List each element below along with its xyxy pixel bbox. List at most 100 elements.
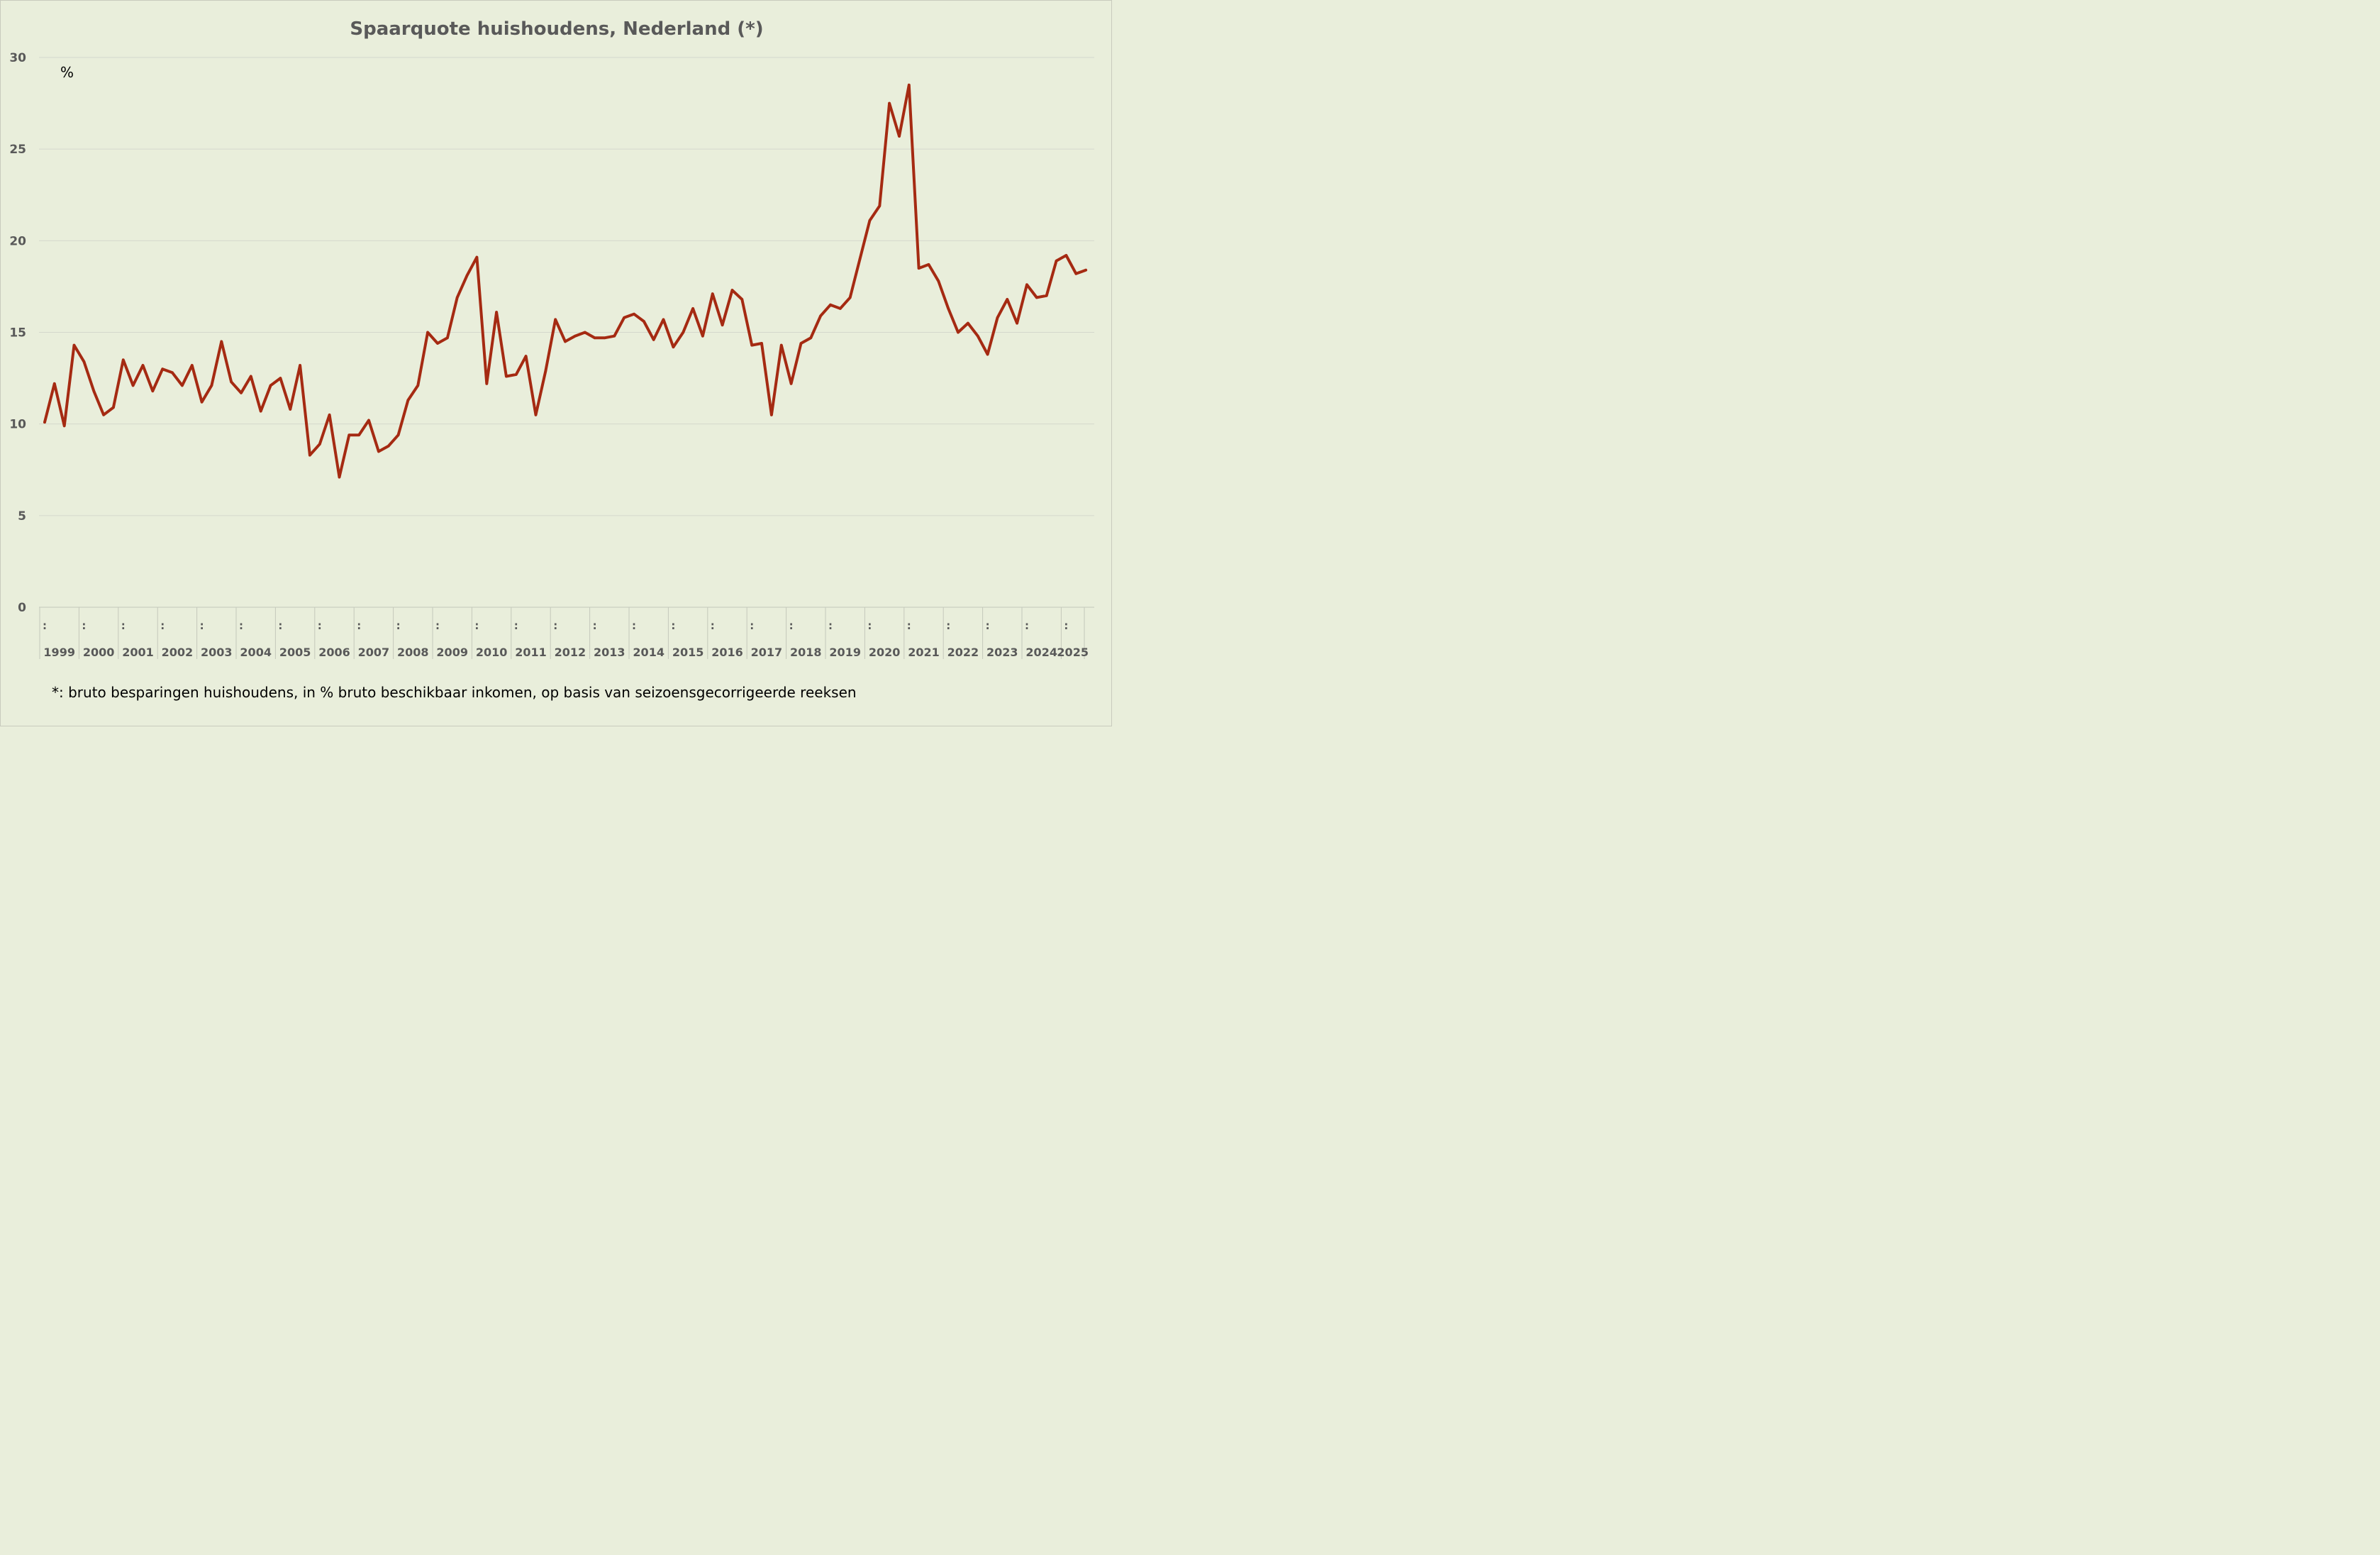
data-point xyxy=(269,384,272,387)
data-point xyxy=(799,342,803,345)
data-point xyxy=(151,389,155,392)
x-tick-label: 2023 xyxy=(986,646,1018,659)
data-point xyxy=(62,424,66,428)
data-point xyxy=(406,399,410,402)
data-point xyxy=(633,312,635,316)
series-layer xyxy=(43,83,1088,479)
y-tick-label: 25 xyxy=(9,143,26,157)
y-axis-unit-label: % xyxy=(60,64,74,81)
x-period-marker: : xyxy=(946,619,950,632)
x-period-marker: : xyxy=(671,619,675,632)
data-point xyxy=(672,345,675,349)
footnote: *: bruto besparingen huishoudens, in % b… xyxy=(52,684,857,701)
x-tick-label: 2022 xyxy=(947,646,979,659)
data-point xyxy=(809,336,813,340)
data-point xyxy=(161,367,164,370)
data-point xyxy=(986,353,989,356)
data-point xyxy=(839,307,842,310)
data-point xyxy=(181,384,184,387)
data-point xyxy=(43,421,46,424)
data-point xyxy=(446,336,449,340)
data-point xyxy=(780,343,783,347)
data-point xyxy=(898,135,901,138)
data-point xyxy=(495,311,498,314)
y-tick-label: 15 xyxy=(9,326,26,341)
x-period-marker: : xyxy=(160,619,165,632)
x-period-marker: : xyxy=(1064,619,1068,632)
data-point xyxy=(544,370,547,372)
data-point xyxy=(210,384,213,387)
data-point xyxy=(72,343,76,347)
data-point xyxy=(760,342,763,345)
data-point xyxy=(338,475,341,479)
data-point xyxy=(289,408,292,411)
data-point xyxy=(603,336,606,340)
x-tick-label: 2008 xyxy=(397,646,429,659)
x-period-marker: : xyxy=(318,619,322,632)
series-line xyxy=(43,83,1088,479)
x-tick-label: 2021 xyxy=(908,646,940,659)
data-point xyxy=(515,373,518,376)
x-period-marker: : xyxy=(43,619,47,632)
x-period-marker: : xyxy=(239,619,243,632)
x-period-marker: : xyxy=(357,619,361,632)
data-point xyxy=(554,318,557,321)
data-point xyxy=(1084,268,1087,272)
x-period-marker: : xyxy=(474,619,479,632)
data-point xyxy=(436,342,439,345)
y-axis-tick-labels: 0 5 10 15 20 25 30 xyxy=(9,51,26,615)
x-period-marker: : xyxy=(632,619,636,632)
x-tick-label: 2020 xyxy=(869,646,901,659)
x-period-marker: : xyxy=(121,619,126,632)
data-point xyxy=(102,414,105,416)
data-point xyxy=(643,320,645,323)
x-tick-label: 2010 xyxy=(476,646,508,659)
x-period-marker: : xyxy=(514,619,518,632)
y-tick-label: 5 xyxy=(18,509,26,524)
data-point xyxy=(171,371,174,375)
data-point xyxy=(957,331,960,334)
data-point xyxy=(191,364,194,367)
x-axis: : 1999: 2000: 2001: 2002: 2003: 2004: 2005: 2006… xyxy=(39,607,1089,659)
x-period-marker: : xyxy=(200,619,204,632)
data-point xyxy=(1074,272,1078,275)
data-point xyxy=(682,331,685,334)
data-point xyxy=(750,343,753,347)
data-point xyxy=(770,414,773,416)
data-point xyxy=(1006,298,1009,301)
x-tick-label: 2005 xyxy=(279,646,311,659)
x-tick-label: 2001 xyxy=(122,646,154,659)
x-period-marker: : xyxy=(986,619,990,632)
data-point xyxy=(967,321,969,325)
data-point xyxy=(240,392,243,394)
data-point xyxy=(574,334,577,338)
data-point xyxy=(937,280,940,283)
data-point xyxy=(662,318,665,321)
x-tick-label: 2002 xyxy=(162,646,194,659)
data-point xyxy=(259,409,262,413)
gridlines xyxy=(39,57,1094,608)
x-tick-label: 2007 xyxy=(358,646,390,659)
data-point xyxy=(82,360,86,363)
data-point xyxy=(623,316,625,319)
x-tick-label: 2014 xyxy=(633,646,664,659)
data-point xyxy=(1035,296,1038,299)
data-point xyxy=(691,307,694,310)
data-point xyxy=(613,334,616,338)
data-point xyxy=(347,433,351,436)
data-point xyxy=(1064,254,1068,257)
data-point xyxy=(131,384,135,387)
x-tick-label: 1999 xyxy=(43,646,75,659)
data-point xyxy=(416,384,420,387)
data-point xyxy=(858,258,862,261)
x-period-marker: : xyxy=(593,619,597,632)
x-tick-label: 2004 xyxy=(240,646,272,659)
x-period-marker: : xyxy=(1025,619,1029,632)
data-point xyxy=(475,255,479,259)
x-period-marker: : xyxy=(278,619,282,632)
data-point xyxy=(279,377,282,380)
x-tick-label: 2013 xyxy=(594,646,625,659)
data-point xyxy=(917,267,921,270)
data-point xyxy=(505,375,508,378)
data-point xyxy=(1055,260,1058,262)
